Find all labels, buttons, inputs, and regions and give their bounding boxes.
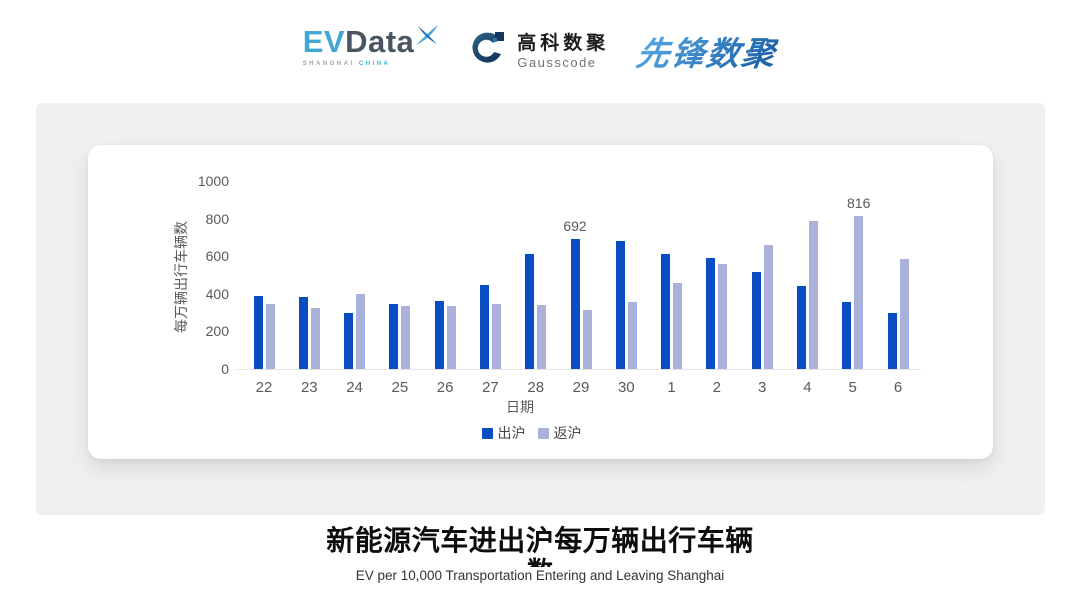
chart-card: 每万辆出行车辆数 日期 出沪 返沪 1000 800 600 400 200 0 22 23 2… — [88, 145, 993, 459]
bar-返沪-29 — [582, 310, 592, 369]
legend-swatch-fanhu — [537, 427, 549, 439]
logo-header: EVData SHANGHAI CHINA — [0, 20, 1080, 82]
bar-返沪-1 — [673, 283, 683, 369]
bar-value-label: 692 — [563, 217, 587, 234]
y-tick-label: 0 — [221, 361, 229, 377]
bar-出沪-29 — [570, 238, 580, 369]
y-tick-label: 600 — [205, 248, 229, 265]
page-subtitle: EV per 10,000 Transportation Entering an… — [355, 568, 725, 583]
bar-返沪-24 — [356, 293, 366, 369]
bar-出沪-6 — [887, 312, 897, 369]
x-tick-label: 3 — [757, 379, 767, 396]
bar-返沪-2 — [718, 263, 728, 369]
y-tick-label: 1000 — [197, 173, 229, 189]
x-tick-label: 27 — [482, 379, 499, 396]
bar-出沪-28 — [525, 254, 535, 369]
evdata-ev-text: EV — [302, 24, 346, 59]
bar-出沪-26 — [434, 300, 444, 369]
x-tick-label: 25 — [391, 379, 409, 396]
gausscode-logo: 高科数聚 Gausscode — [468, 29, 609, 74]
evdata-wordmark: EVData — [303, 25, 415, 59]
x-axis-title: 日期 — [506, 399, 534, 415]
bar-返沪-22 — [265, 304, 275, 369]
gausscode-g-icon — [468, 29, 508, 74]
x-tick-label: 26 — [436, 379, 454, 396]
x-axis-line — [236, 369, 921, 370]
x-tick-label: 22 — [255, 379, 273, 396]
y-tick-label: 200 — [205, 323, 229, 340]
bar-出沪-30 — [615, 241, 625, 369]
legend-label-fanhu: 返沪 — [553, 425, 582, 441]
legend-swatch-chuhu — [481, 427, 493, 439]
bar-出沪-3 — [751, 272, 761, 369]
x-tick-label: 2 — [712, 379, 722, 396]
page-title-wrapped-char: 数 — [0, 556, 1080, 567]
x-tick-label: 5 — [848, 379, 857, 396]
bar-出沪-5 — [842, 302, 852, 369]
evdata-x-leaf-icon — [414, 23, 440, 52]
evdata-shanghai-text: SHANGHAI — [302, 61, 355, 67]
gausscode-en-text: Gausscode — [517, 54, 597, 70]
bar-出沪-22 — [253, 295, 263, 369]
x-tick-label: 30 — [617, 379, 635, 396]
x-tick-label: 24 — [346, 379, 363, 396]
chart-legend: 出沪 返沪 — [459, 425, 604, 441]
bar-返沪-28 — [537, 305, 547, 369]
x-tick-label: 1 — [667, 379, 676, 396]
x-tick-label: 29 — [572, 379, 590, 396]
bar-出沪-25 — [389, 303, 399, 369]
x-tick-label: 28 — [527, 379, 545, 396]
bar-出沪-1 — [661, 254, 671, 369]
legend-item-chuhu[interactable]: 出沪 — [481, 423, 526, 443]
bar-返沪-25 — [401, 305, 411, 369]
bar-出沪-23 — [298, 296, 308, 369]
y-tick-label: 800 — [205, 210, 229, 227]
bar-返沪-6 — [899, 259, 909, 369]
bar-value-label: 816 — [847, 194, 871, 211]
bar-返沪-3 — [763, 244, 773, 369]
bar-返沪-4 — [808, 220, 818, 369]
legend-label-chuhu: 出沪 — [497, 425, 526, 441]
gausscode-cn-text: 高科数聚 — [517, 32, 610, 54]
evdata-logo: EVData SHANGHAI CHINA — [303, 25, 441, 77]
x-tick-label: 6 — [893, 379, 903, 396]
evdata-subtext: SHANGHAI CHINA — [303, 61, 415, 67]
evdata-china-text: CHINA — [358, 61, 391, 67]
bar-出沪-27 — [479, 284, 489, 369]
bar-返沪-26 — [446, 306, 456, 369]
legend-item-fanhu[interactable]: 返沪 — [537, 423, 582, 443]
bar-返沪-30 — [627, 302, 637, 369]
evdata-data-text: Data — [345, 24, 415, 59]
bar-出沪-24 — [344, 313, 354, 369]
pioneer-logo: 先锋数聚 — [634, 27, 781, 75]
bar-出沪-4 — [796, 286, 806, 369]
bar-返沪-5 — [854, 215, 864, 369]
x-tick-label: 23 — [300, 379, 318, 396]
bar-出沪-2 — [706, 258, 716, 369]
page-title: 新能源汽车进出沪每万辆出行车辆 — [326, 525, 754, 556]
x-tick-label: 4 — [803, 379, 812, 396]
bar-返沪-23 — [310, 308, 320, 369]
gausscode-texts: 高科数聚 Gausscode — [517, 33, 609, 70]
y-tick-label: 400 — [205, 285, 229, 302]
bar-返沪-27 — [491, 303, 501, 369]
